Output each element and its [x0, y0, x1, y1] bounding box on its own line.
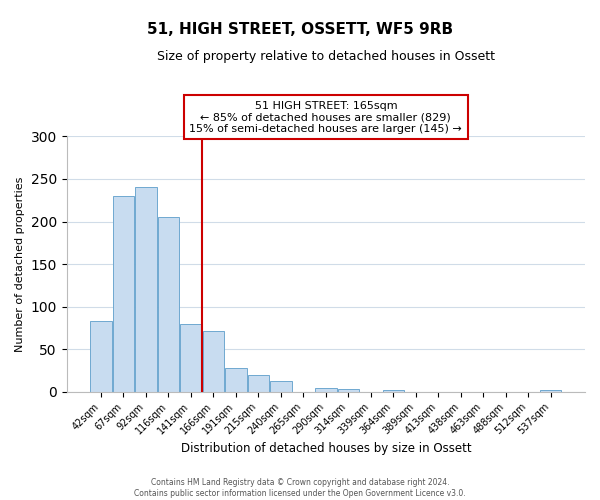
Bar — [270, 380, 292, 392]
Bar — [180, 324, 202, 392]
Bar — [540, 390, 562, 392]
Bar — [158, 218, 179, 392]
Bar — [135, 186, 157, 392]
Text: Contains HM Land Registry data © Crown copyright and database right 2024.
Contai: Contains HM Land Registry data © Crown c… — [134, 478, 466, 498]
Bar — [203, 330, 224, 392]
Title: Size of property relative to detached houses in Ossett: Size of property relative to detached ho… — [157, 50, 495, 63]
Bar — [383, 390, 404, 392]
Bar — [90, 321, 112, 392]
Bar — [338, 390, 359, 392]
Text: 51 HIGH STREET: 165sqm
← 85% of detached houses are smaller (829)
15% of semi-de: 51 HIGH STREET: 165sqm ← 85% of detached… — [190, 100, 462, 134]
Bar — [248, 375, 269, 392]
Y-axis label: Number of detached properties: Number of detached properties — [15, 176, 25, 352]
Text: 51, HIGH STREET, OSSETT, WF5 9RB: 51, HIGH STREET, OSSETT, WF5 9RB — [147, 22, 453, 38]
Bar — [225, 368, 247, 392]
Bar — [113, 196, 134, 392]
Bar — [315, 388, 337, 392]
X-axis label: Distribution of detached houses by size in Ossett: Distribution of detached houses by size … — [181, 442, 471, 455]
